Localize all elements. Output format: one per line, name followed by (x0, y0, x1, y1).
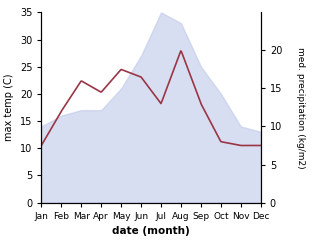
Y-axis label: med. precipitation (kg/m2): med. precipitation (kg/m2) (296, 47, 305, 168)
Y-axis label: max temp (C): max temp (C) (4, 74, 14, 141)
X-axis label: date (month): date (month) (112, 226, 190, 236)
